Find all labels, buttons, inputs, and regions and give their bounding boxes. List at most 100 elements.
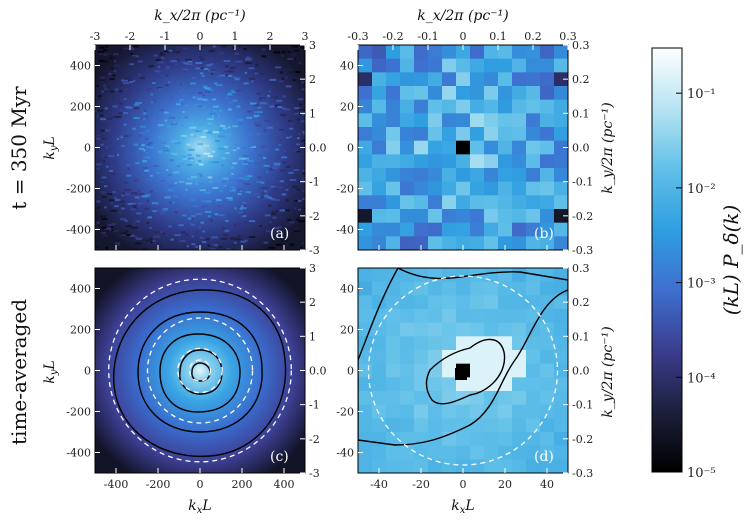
heatmap-cell	[456, 236, 471, 250]
noise-a-speck	[128, 75, 132, 78]
heatmap-cell	[540, 236, 555, 250]
heatmap-cell	[386, 445, 401, 460]
noise-a-speck	[282, 95, 286, 98]
heatmap-cell	[386, 432, 401, 447]
noise-a-speck	[257, 85, 265, 88]
colorbar-tick-label: 10⁻²	[687, 182, 716, 197]
noise-a-speck	[227, 70, 235, 73]
noise-a-speck	[179, 240, 186, 243]
noise-a-speck	[204, 87, 211, 90]
noise-a-speck	[229, 189, 236, 192]
heatmap-cell	[414, 391, 429, 406]
noise-a-speck	[108, 155, 114, 157]
heatmap-cell	[526, 99, 541, 114]
noise-a-speck	[132, 223, 137, 226]
heatmap-cell	[470, 236, 485, 250]
heatmap-cell	[470, 113, 485, 128]
heatmap-cell	[400, 113, 415, 128]
noise-a-speck	[111, 229, 114, 232]
heatmap-cell	[512, 181, 527, 196]
heatmap-cell	[470, 445, 485, 460]
noise-a-speck	[120, 232, 127, 235]
noise-a-speck	[157, 65, 161, 68]
noise-a-speck	[202, 105, 207, 108]
noise-a-speck	[196, 230, 199, 233]
noise-a-speck	[275, 104, 282, 107]
noise-a-speck	[220, 127, 223, 130]
noise-a-speck	[114, 64, 120, 67]
noise-a-speck	[249, 145, 253, 147]
noise-a-speck	[120, 218, 127, 221]
noise-a-speck	[303, 236, 305, 239]
top-tick-label: 0.3	[559, 30, 577, 43]
right-tick-label: -2	[309, 210, 320, 223]
noise-a-speck	[235, 60, 243, 63]
noise-a-speck	[115, 242, 120, 245]
heatmap-cell	[526, 404, 541, 419]
y-tick-label: 40	[340, 60, 354, 73]
heatmap-cell	[470, 363, 485, 378]
heatmap-cell	[428, 195, 443, 210]
heatmap-cell	[554, 418, 568, 433]
heatmap-cell	[400, 445, 415, 460]
heatmap-cell	[456, 281, 471, 296]
noise-a-speck	[155, 172, 161, 174]
noise-a-speck	[129, 81, 134, 83]
noise-a-speck	[269, 78, 277, 81]
heatmap-cell	[526, 336, 541, 351]
noise-a-speck	[189, 196, 197, 199]
noise-a-speck	[148, 114, 154, 117]
noise-a-speck	[189, 222, 192, 225]
noise-a-speck	[209, 243, 215, 246]
heatmap-cell	[414, 58, 429, 73]
noise-a-speck	[197, 129, 205, 131]
noise-a-speck	[113, 70, 117, 72]
heatmap-cell	[358, 404, 373, 419]
heatmap-cell	[512, 445, 527, 460]
heatmap-cell	[372, 404, 387, 419]
noise-a-speck	[202, 98, 209, 101]
row-label-timeavg: time-averaged	[7, 299, 31, 445]
noise-a-speck	[127, 203, 133, 205]
noise-a-speck	[253, 114, 260, 117]
noise-a-speck	[263, 164, 270, 167]
heatmap-cell	[526, 72, 541, 87]
noise-a-speck	[261, 48, 266, 51]
noise-a-speck	[113, 205, 119, 208]
noise-a-speck	[227, 92, 232, 95]
noise-a-speck	[231, 63, 235, 66]
noise-a-speck	[215, 139, 220, 142]
center-pixel-d	[455, 368, 467, 380]
noise-a-speck	[200, 136, 207, 138]
noise-a-speck	[195, 213, 203, 216]
noise-a-speck	[221, 45, 227, 48]
noise-a-speck	[107, 54, 113, 57]
noise-a-speck	[243, 177, 250, 180]
noise-a-speck	[287, 119, 293, 122]
heatmap-cell	[358, 99, 373, 114]
svg-text:t = 350 Myr: t = 350 Myr	[7, 86, 31, 210]
noise-a-speck	[180, 163, 185, 166]
noise-a-speck	[191, 243, 196, 246]
colorbar-tick-label: 10⁻⁴	[687, 371, 716, 386]
heatmap-cell	[372, 236, 387, 250]
noise-a-speck	[127, 167, 130, 170]
noise-a-speck	[187, 178, 194, 180]
noise-a-speck	[222, 227, 226, 230]
noise-a-speck	[182, 210, 189, 213]
noise-a-speck	[223, 145, 229, 148]
noise-a-speck	[190, 199, 196, 202]
heatmap-cell	[428, 295, 443, 310]
noise-a-speck	[250, 102, 257, 105]
noise-a-speck	[298, 171, 304, 174]
noise-a-speck	[273, 199, 280, 201]
heatmap-cell	[554, 58, 568, 73]
noise-a-speck	[182, 150, 186, 153]
heatmap-cell	[526, 377, 541, 392]
noise-a-speck	[236, 105, 241, 108]
noise-a-speck	[268, 204, 272, 207]
panel-a-label: (a)	[270, 226, 289, 242]
noise-a-speck	[199, 126, 207, 129]
right-tick-label: 0.0	[309, 365, 327, 378]
noise-a-speck	[204, 191, 211, 194]
